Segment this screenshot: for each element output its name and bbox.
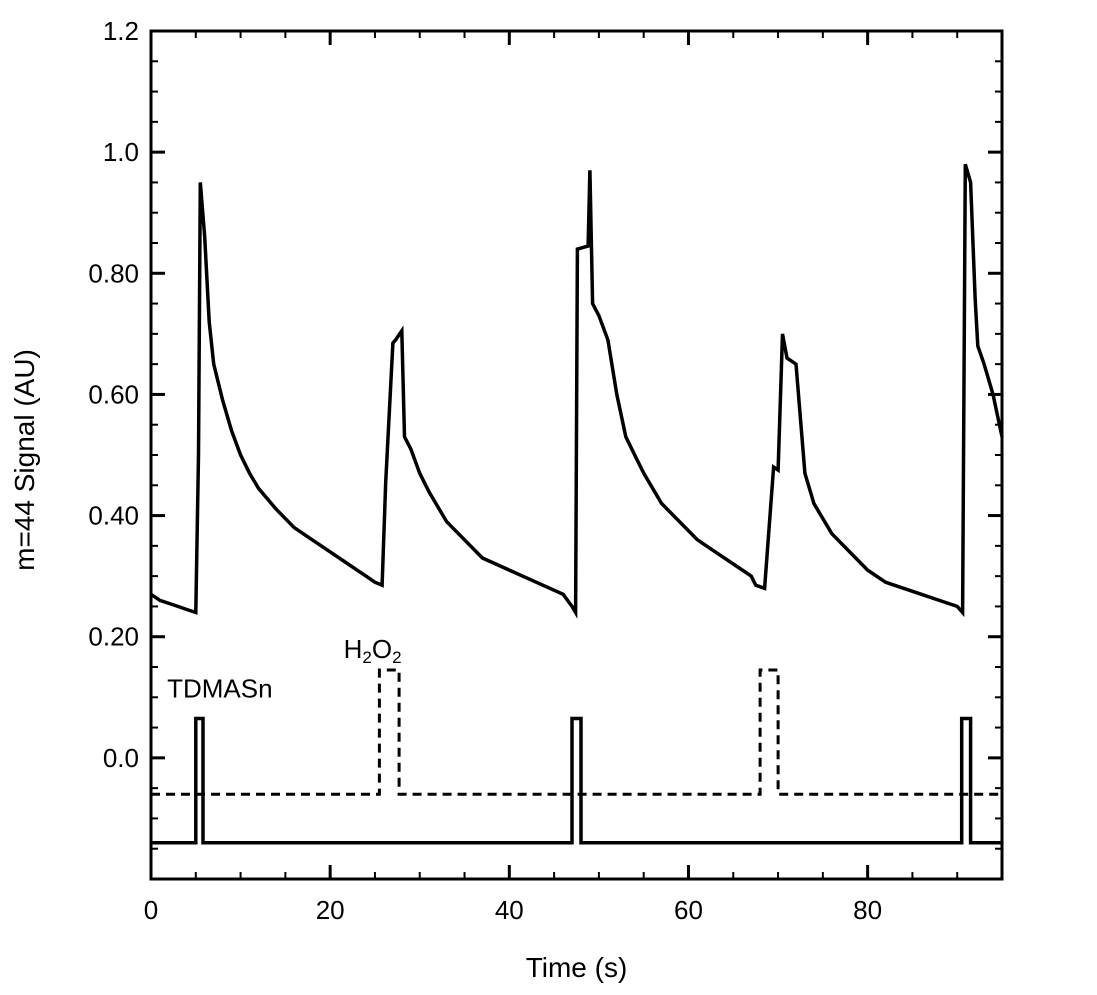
- x-tick-label: 20: [316, 895, 345, 925]
- annotation-tdmasn: TDMASn: [167, 673, 272, 703]
- x-tick-label: 80: [853, 895, 882, 925]
- x-axis-title: Time (s): [526, 952, 628, 983]
- annotation-h2o2: H2O2: [344, 634, 402, 667]
- y-tick-label: 1.2: [103, 16, 139, 46]
- y-tick-label: 1.0: [103, 137, 139, 167]
- y-axis: 0.0 0.20 0.40 0.60 0.80 1.0 1.2: [88, 16, 1002, 773]
- x-tick-label: 60: [674, 895, 703, 925]
- y-tick-label: 0.60: [88, 379, 139, 409]
- y-tick-label: 0.20: [88, 622, 139, 652]
- series-layer: [150, 163, 1004, 845]
- x-axis: 0 20 40 60 80: [144, 31, 882, 925]
- x-tick-label: 0: [144, 895, 158, 925]
- series-line-3: [151, 668, 1002, 796]
- y-axis-title: m=44 Signal (AU): [9, 349, 40, 571]
- y-tick-label: 0.0: [103, 743, 139, 773]
- series-line-2: [151, 716, 1002, 845]
- y-tick-label: 0.40: [88, 501, 139, 531]
- series-line-1: [150, 163, 1004, 619]
- x-tick-label: 40: [495, 895, 524, 925]
- y-tick-label: 0.80: [88, 258, 139, 288]
